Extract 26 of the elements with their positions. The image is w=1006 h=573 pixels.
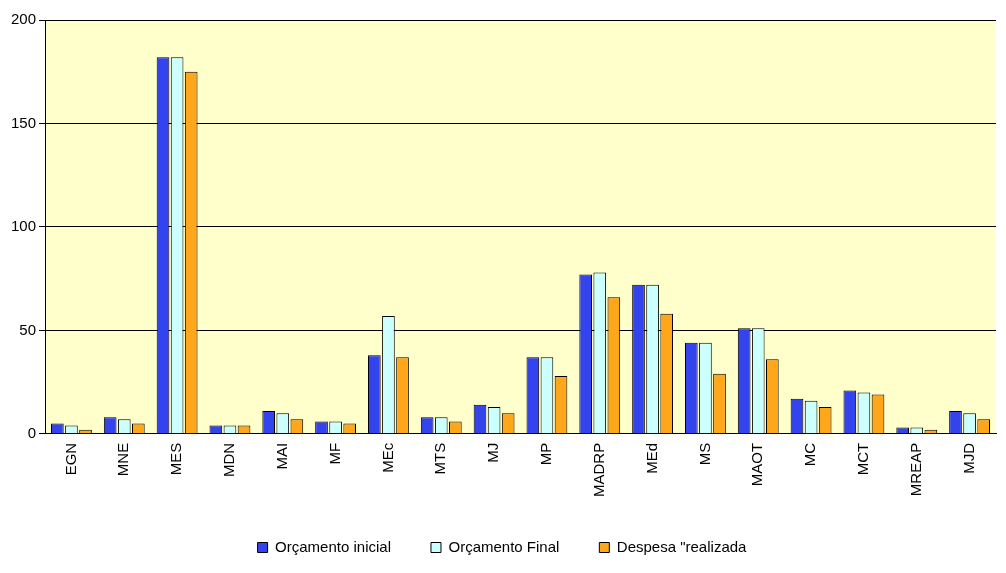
legend-label: Despesa "realizada: [616, 537, 748, 555]
x-tick-label: MP: [537, 442, 555, 466]
x-tick-label: MDN: [220, 442, 238, 477]
x-tick-label: MEd: [642, 442, 660, 474]
y-tick-label: 150: [11, 113, 37, 131]
x-tick-label: MAOT: [748, 442, 766, 487]
x-tick-label: MNE: [114, 442, 132, 477]
x-tick-label: MREAP: [906, 442, 924, 497]
x-tick-label: MEc: [378, 442, 396, 473]
x-tick-label: MJ: [484, 442, 502, 463]
legend-label: Orçamento Final: [448, 537, 560, 555]
y-tick-label: 100: [11, 217, 37, 235]
x-tick-label: EGN: [61, 442, 79, 476]
y-tick-label: 50: [19, 320, 37, 338]
x-tick-label: MC: [801, 442, 819, 467]
legend-label: Orçamento inicial: [275, 537, 391, 555]
x-tick-label: MF: [325, 442, 343, 465]
y-tick-label: 200: [11, 10, 37, 28]
x-tick-label: MTS: [431, 442, 449, 475]
x-tick-label: MADRP: [589, 442, 607, 497]
x-tick-label: MS: [695, 442, 713, 466]
y-tick-label: 0: [27, 423, 37, 441]
x-tick-label: MAI: [272, 442, 290, 470]
x-tick-label: MJD: [959, 442, 977, 474]
x-tick-label: MCT: [854, 442, 872, 476]
x-tick-label: MES: [167, 442, 185, 476]
